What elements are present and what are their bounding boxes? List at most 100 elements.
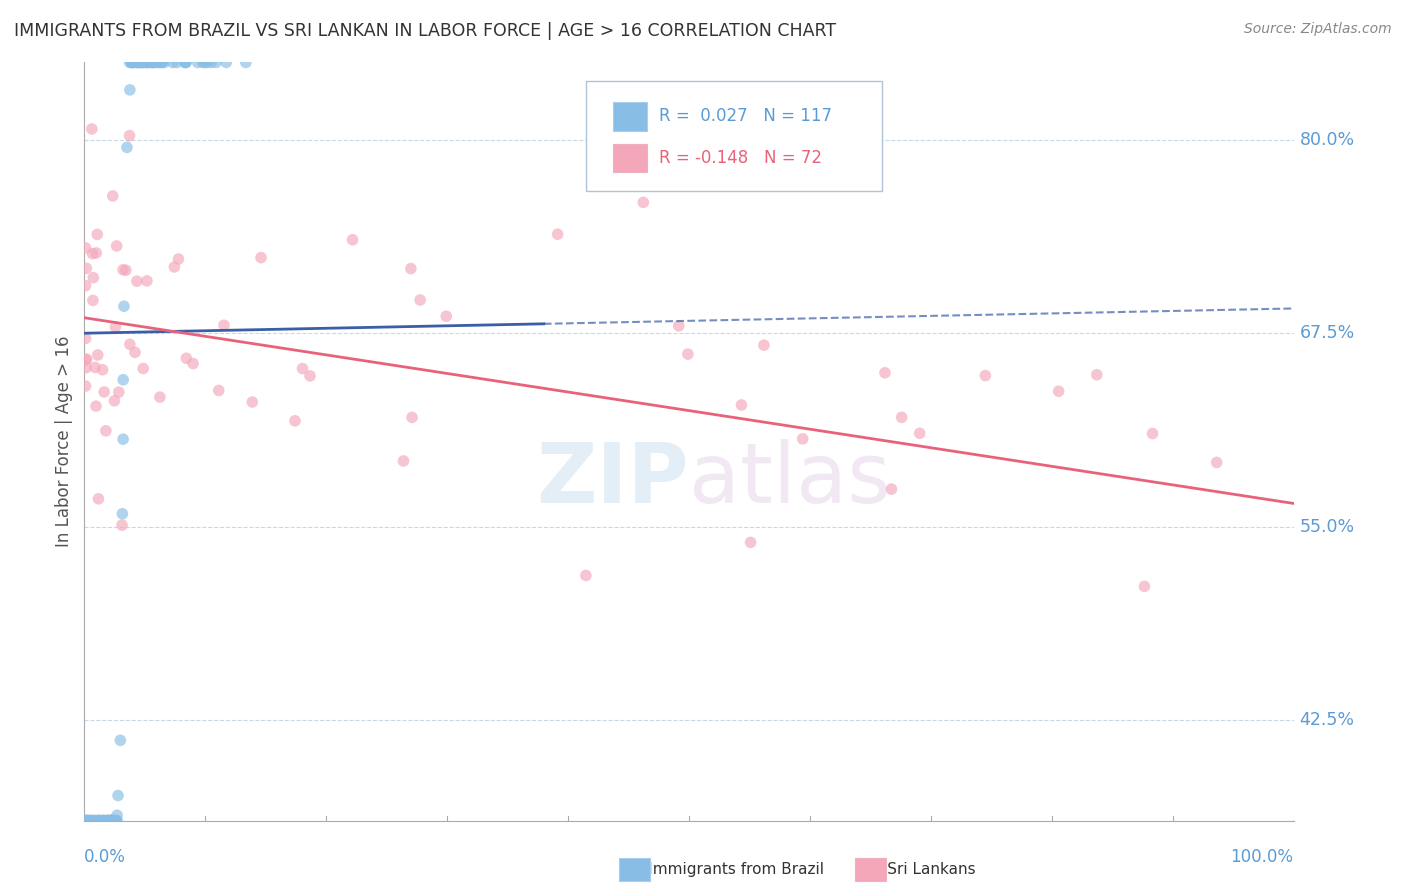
Point (104, 814, 127, 828)
Point (112, 432, 135, 446)
Point (250, 251, 273, 265)
Point (124, 55, 146, 70)
Point (110, 733, 132, 747)
Point (101, 814, 124, 828)
Point (76, 352, 98, 367)
Point (86, 814, 108, 828)
Point (136, 55, 159, 70)
Text: R =  0.027   N = 117: R = 0.027 N = 117 (659, 107, 832, 125)
Point (194, 55, 217, 70)
Point (131, 55, 153, 70)
Point (97, 814, 120, 828)
Point (740, 535, 762, 549)
Point (1085, 368, 1108, 382)
Point (121, 55, 143, 70)
Point (79, 814, 101, 828)
Point (124, 345, 146, 359)
Point (136, 274, 159, 288)
Point (200, 55, 222, 70)
Point (87, 348, 110, 362)
Point (752, 338, 775, 352)
Point (146, 55, 169, 70)
Point (112, 373, 135, 387)
Point (118, 55, 141, 70)
Point (142, 55, 165, 70)
Point (668, 318, 690, 333)
Point (174, 55, 197, 70)
Point (138, 55, 160, 70)
Point (342, 233, 364, 247)
Text: R = -0.148   N = 72: R = -0.148 N = 72 (659, 149, 821, 167)
Point (75, 261, 97, 276)
Point (84, 814, 107, 828)
Point (163, 260, 186, 274)
Point (75, 814, 97, 828)
Point (79, 814, 101, 828)
Text: IMMIGRANTS FROM BRAZIL VS SRI LANKAN IN LABOR FORCE | AGE > 16 CORRELATION CHART: IMMIGRANTS FROM BRAZIL VS SRI LANKAN IN … (14, 22, 837, 40)
Point (1047, 384, 1070, 399)
Point (575, 568, 598, 582)
Point (792, 432, 814, 446)
Point (101, 814, 124, 828)
Text: atlas: atlas (689, 439, 890, 520)
Point (392, 454, 415, 468)
Point (75, 814, 97, 828)
Point (75, 278, 97, 293)
Point (107, 385, 129, 400)
Point (93, 814, 115, 828)
Point (141, 55, 163, 70)
Point (84, 246, 107, 260)
Point (153, 55, 176, 70)
Point (97, 814, 120, 828)
Point (166, 55, 188, 70)
Point (215, 55, 238, 70)
Point (80, 122, 103, 136)
Point (80, 814, 103, 828)
Point (75, 814, 97, 828)
Point (187, 55, 209, 70)
FancyBboxPatch shape (613, 102, 647, 130)
Point (401, 410, 423, 425)
Point (676, 347, 699, 361)
Point (100, 814, 122, 828)
Point (434, 310, 457, 324)
Point (974, 368, 997, 383)
Point (75, 331, 97, 345)
Point (100, 814, 122, 828)
Point (547, 227, 569, 242)
Point (890, 410, 912, 425)
Point (93, 814, 115, 828)
FancyBboxPatch shape (613, 144, 647, 172)
Point (75, 360, 97, 375)
Point (167, 252, 190, 266)
Point (131, 55, 153, 70)
Point (84, 814, 107, 828)
Point (89, 814, 111, 828)
Point (132, 361, 155, 376)
Point (96, 814, 118, 828)
Point (94, 424, 117, 438)
Point (128, 55, 150, 70)
Point (91, 814, 114, 828)
Point (97, 814, 120, 828)
Point (104, 814, 127, 828)
Point (208, 384, 231, 398)
Point (104, 814, 127, 828)
Point (103, 814, 125, 828)
Point (142, 55, 165, 70)
Point (181, 357, 204, 371)
Point (91, 814, 114, 828)
Point (98, 814, 121, 828)
Point (1205, 455, 1227, 469)
Point (101, 189, 124, 203)
Point (143, 55, 166, 70)
Point (75, 814, 97, 828)
Point (83, 814, 105, 828)
Point (162, 55, 184, 70)
Point (118, 128, 141, 143)
Point (87, 491, 110, 506)
Point (111, 507, 134, 521)
Point (291, 361, 314, 376)
Point (76, 814, 98, 828)
Text: 100.0%: 100.0% (1230, 848, 1294, 866)
